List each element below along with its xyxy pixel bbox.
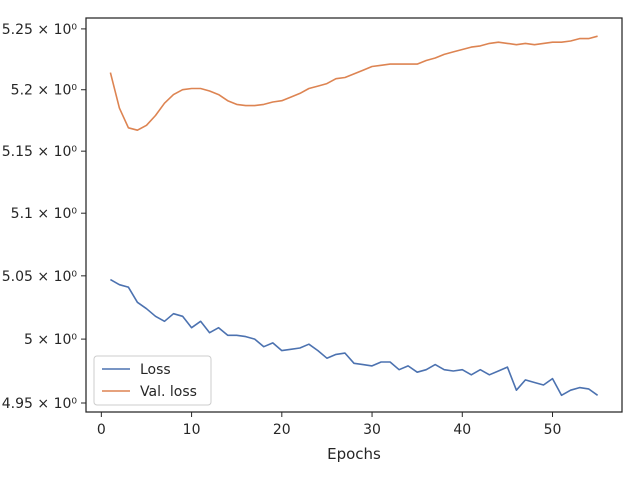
y-tick-label: 5.05 × 10⁰ <box>2 269 78 285</box>
series-lines <box>109 35 599 397</box>
y-tick-label: 5.15 × 10⁰ <box>2 144 78 160</box>
legend: Loss Val. loss <box>93 355 212 406</box>
y-tick-label: 5.25 × 10⁰ <box>2 22 78 38</box>
series-line-0 <box>110 278 599 397</box>
x-tick-label: 30 <box>363 422 381 438</box>
x-tick-label: 40 <box>453 422 471 438</box>
x-axis-ticks: 0 10 20 30 40 50 <box>97 412 562 438</box>
x-tick-label: 10 <box>183 422 201 438</box>
series-line-1 <box>109 35 598 131</box>
y-tick-label: 4.95 × 10⁰ <box>2 396 78 412</box>
plot-frame <box>85 17 623 413</box>
y-tick-label: 5.2 × 10⁰ <box>11 83 78 99</box>
y-tick-label: 5.1 × 10⁰ <box>11 206 78 222</box>
x-tick-label: 20 <box>273 422 291 438</box>
x-tick-label: 0 <box>97 422 106 438</box>
legend-label-0: Loss <box>140 362 171 378</box>
legend-label-1: Val. loss <box>140 384 197 400</box>
y-tick-label: 5 × 10⁰ <box>24 332 77 348</box>
x-tick-label: 50 <box>544 422 562 438</box>
x-axis-label: Epochs <box>327 445 381 463</box>
y-axis-ticks: 4.95 × 10⁰ 5 × 10⁰ 5.05 × 10⁰ 5.1 × 10⁰ 5.15… <box>2 22 86 412</box>
